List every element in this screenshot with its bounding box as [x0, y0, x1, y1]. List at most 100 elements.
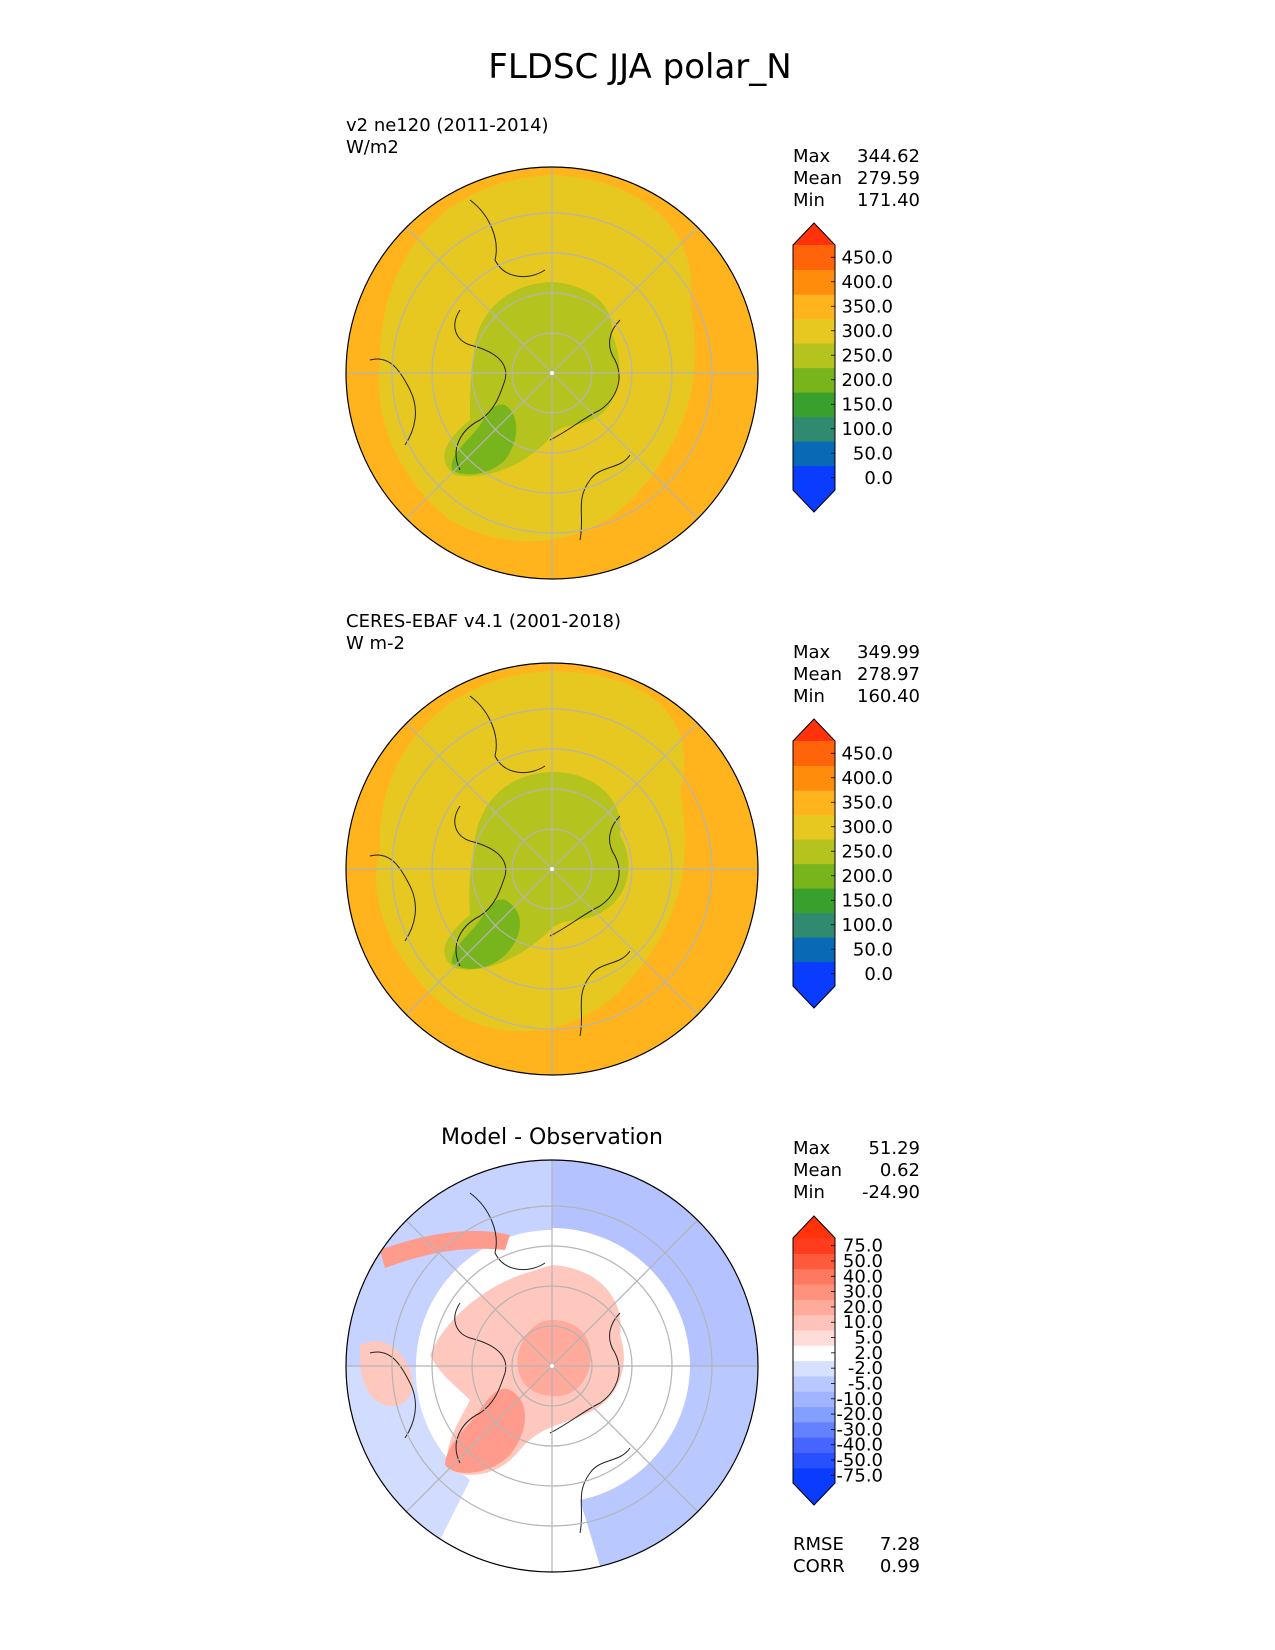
metrics-diff: RMSE 7.28 CORR 0.99: [793, 1534, 920, 1577]
colorbar-segment: [793, 318, 835, 344]
colorbar-tick-label: 0.0: [864, 468, 893, 489]
colorbar-tick-label: 150.0: [841, 394, 893, 415]
colorbar-tick-label: 350.0: [841, 792, 893, 813]
colorbar-segment: [793, 367, 835, 393]
colorbar-tick-label: -50.0: [836, 1450, 883, 1471]
graticule-test: [346, 167, 758, 579]
stats-test: Max 344.62 Mean 279.59 Min 171.40: [793, 146, 920, 211]
colorbar-segment: [793, 1253, 835, 1270]
stat-label-max: Max: [793, 642, 831, 663]
panel-ref-header-line2: W m-2: [346, 633, 405, 654]
colorbar-segment: [793, 1345, 835, 1362]
colorbar-segment: [793, 1283, 835, 1300]
colorbar-segment: [793, 839, 835, 865]
colorbar-segment: [793, 765, 835, 791]
colorbar-segment: [793, 294, 835, 320]
colorbar-segment: [793, 416, 835, 442]
colorbar-outline: [792, 718, 836, 1009]
colorbar-tick-label: 200.0: [841, 370, 893, 391]
stat-value-min: -24.90: [862, 1182, 920, 1203]
stat-label-max: Max: [793, 1138, 831, 1159]
colorbar-segment: [793, 814, 835, 840]
colorbar-tick-label: 200.0: [841, 866, 893, 887]
colorbar-segment: [793, 392, 835, 418]
colorbar-segment: [793, 1421, 835, 1438]
colorbar-segment: [793, 863, 835, 889]
colorbar-segment: [793, 1406, 835, 1423]
metric-value-corr: 0.99: [880, 1556, 920, 1577]
colorbar-tick-label: 50.0: [843, 1251, 883, 1272]
colorbar-tick-label: 20.0: [843, 1297, 883, 1318]
stat-value-max: 344.62: [857, 146, 920, 167]
colorbar-tick-label: 100.0: [841, 419, 893, 440]
colorbar-tick-label: 100.0: [841, 915, 893, 936]
colorbar-tick-label: 10.0: [843, 1312, 883, 1333]
stat-label-mean: Mean: [793, 168, 842, 189]
colorbar-tick-label: -30.0: [836, 1419, 883, 1440]
colorbar-segment: [793, 441, 835, 467]
colorbar-tick-label: 350.0: [841, 296, 893, 317]
colorbar-over-extension: [793, 719, 835, 741]
colorbar-over-extension: [793, 223, 835, 245]
colorbar-outline: [792, 1215, 836, 1506]
colorbar-tick-label: -20.0: [836, 1404, 883, 1425]
colorbar-diff: -75.0-50.0-40.0-30.0-20.0-10.0-5.0-2.02.…: [792, 1215, 883, 1506]
colorbar-tick-label: 450.0: [841, 743, 893, 764]
colorbar-segment: [793, 465, 835, 491]
colorbar-tick-label: -75.0: [836, 1465, 883, 1486]
colorbar-tick-label: 150.0: [841, 890, 893, 911]
colorbar-segment: [793, 1467, 835, 1484]
stats-diff: Max 51.29 Mean 0.62 Min -24.90: [793, 1138, 920, 1203]
metric-label-corr: CORR: [793, 1556, 845, 1577]
colorbar-tick-label: 300.0: [841, 817, 893, 838]
colorbar-segment: [793, 1360, 835, 1377]
colorbar-segment: [793, 1268, 835, 1285]
colorbar-tick-label: 250.0: [841, 841, 893, 862]
stat-label-min: Min: [793, 686, 825, 707]
colorbar-segment: [793, 888, 835, 914]
panel-diff-title: Model - Observation: [441, 1125, 663, 1150]
stat-value-mean: 278.97: [857, 664, 920, 685]
colorbar-tick-label: 40.0: [843, 1266, 883, 1287]
stats-ref: Max 349.99 Mean 278.97 Min 160.40: [793, 642, 920, 707]
stat-value-mean: 0.62: [880, 1160, 920, 1181]
colorbar-tick-label: -40.0: [836, 1435, 883, 1456]
panel-ref-header-line1: CERES-EBAF v4.1 (2001-2018): [346, 611, 621, 632]
panel-diff: Model - Observation: [345, 1125, 920, 1577]
colorbar-segment: [793, 1375, 835, 1392]
colorbar-segment: [793, 1314, 835, 1331]
stat-value-min: 160.40: [857, 686, 920, 707]
colorbar-tick-label: 250.0: [841, 345, 893, 366]
colorbar-segment: [793, 1299, 835, 1316]
colorbar-segment: [793, 1238, 835, 1254]
colorbar-segment: [793, 790, 835, 816]
stat-label-min: Min: [793, 190, 825, 211]
colorbar-ref: 0.0 50.0 100.0 150.0 200.0 250.0 300.0 350.0 400…: [792, 718, 893, 1009]
stat-value-mean: 279.59: [857, 168, 920, 189]
colorbar-tick-label: 450.0: [841, 247, 893, 268]
stat-label-max: Max: [793, 146, 831, 167]
colorbar-over-extension: [793, 1216, 835, 1238]
colorbar-segment: [793, 1452, 835, 1469]
colorbar-tick-label: -5.0: [848, 1373, 883, 1394]
colorbar-segment: [793, 1329, 835, 1346]
stat-value-min: 171.40: [857, 190, 920, 211]
colorbar-segment: [793, 343, 835, 369]
colorbar-tick-label: 50.0: [853, 443, 893, 464]
panel-test-header-line1: v2 ne120 (2011-2014): [346, 115, 549, 136]
colorbar-test: 0.0 50.0 100.0 150.0 200.0 250.0 300.0 350.0 400…: [792, 222, 893, 513]
colorbar-tick-label: 75.0: [843, 1236, 883, 1257]
colorbar-segment: [793, 245, 835, 271]
colorbar-segment: [793, 1391, 835, 1408]
metric-value-rmse: 7.28: [880, 1534, 920, 1555]
panel-ref: CERES-EBAF v4.1 (2001-2018) W m-2: [345, 611, 920, 1076]
panel-test-header-line2: W/m2: [346, 137, 399, 158]
panel-test: v2 ne120 (2011-2014) W/m2: [345, 115, 920, 580]
stat-value-max: 51.29: [868, 1138, 920, 1159]
figure-title: FLDSC JJA polar_N: [488, 47, 791, 87]
stat-label-min: Min: [793, 1182, 825, 1203]
metric-label-rmse: RMSE: [793, 1534, 844, 1555]
colorbar-segment: [793, 937, 835, 963]
stat-label-mean: Mean: [793, 1160, 842, 1181]
stat-label-mean: Mean: [793, 664, 842, 685]
